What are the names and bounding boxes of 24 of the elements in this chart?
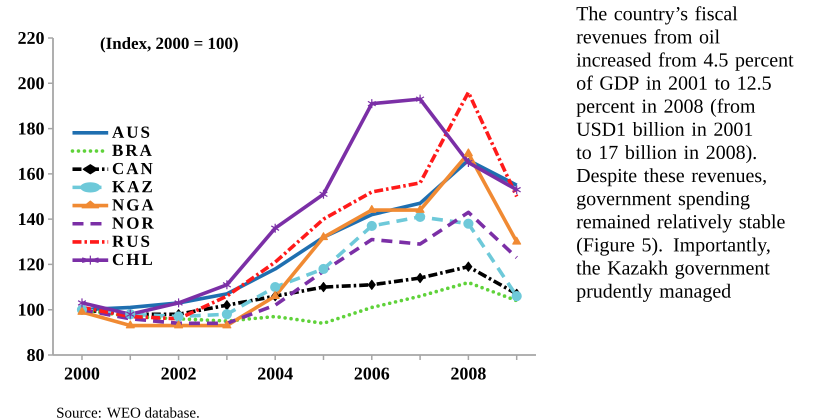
x-tick-label: 2002 <box>161 368 196 380</box>
legend-label: CAN <box>112 162 153 174</box>
text: The country’s fiscal revenues from oil increased from 4.5 percent of GDP in 2001 to 12.5 percent in 2008 (from USD1 billion in 2001 to 17 billion in 2008). Despite these revenues, government spending remained relatively stable (Figure 5). Importantly, the Kazakh government prudently managed <box>576 6 794 302</box>
x-tick-label: 2000 <box>64 368 100 380</box>
chart-title: (Index, 2000 = 100) <box>100 37 238 52</box>
x-tick-label: 2004 <box>258 368 293 380</box>
y-tick-label: 100 <box>19 304 44 316</box>
y-tick-label: 120 <box>19 258 44 270</box>
y-tick-label: 200 <box>18 77 44 90</box>
legend-label: RUS <box>112 236 150 247</box>
x-tick-label: 2006 <box>354 368 390 380</box>
y-tick-label: 80 <box>27 348 44 362</box>
legend-label: BRA <box>112 144 152 156</box>
legend-label: CHL <box>112 254 152 266</box>
source-note: Source: WEO database. <box>57 407 199 418</box>
legend-label: NGA <box>112 199 154 211</box>
legend-label: AUS <box>112 126 150 138</box>
y-tick-label: 160 <box>19 168 44 180</box>
y-tick-label: 220 <box>18 32 44 44</box>
legend-label: NOR <box>112 217 154 229</box>
x-tick-label: 2008 <box>451 368 486 380</box>
legend-label: KAZ <box>112 181 152 192</box>
y-tick-label: 180 <box>19 122 44 135</box>
y-tick-label: 140 <box>19 213 44 226</box>
